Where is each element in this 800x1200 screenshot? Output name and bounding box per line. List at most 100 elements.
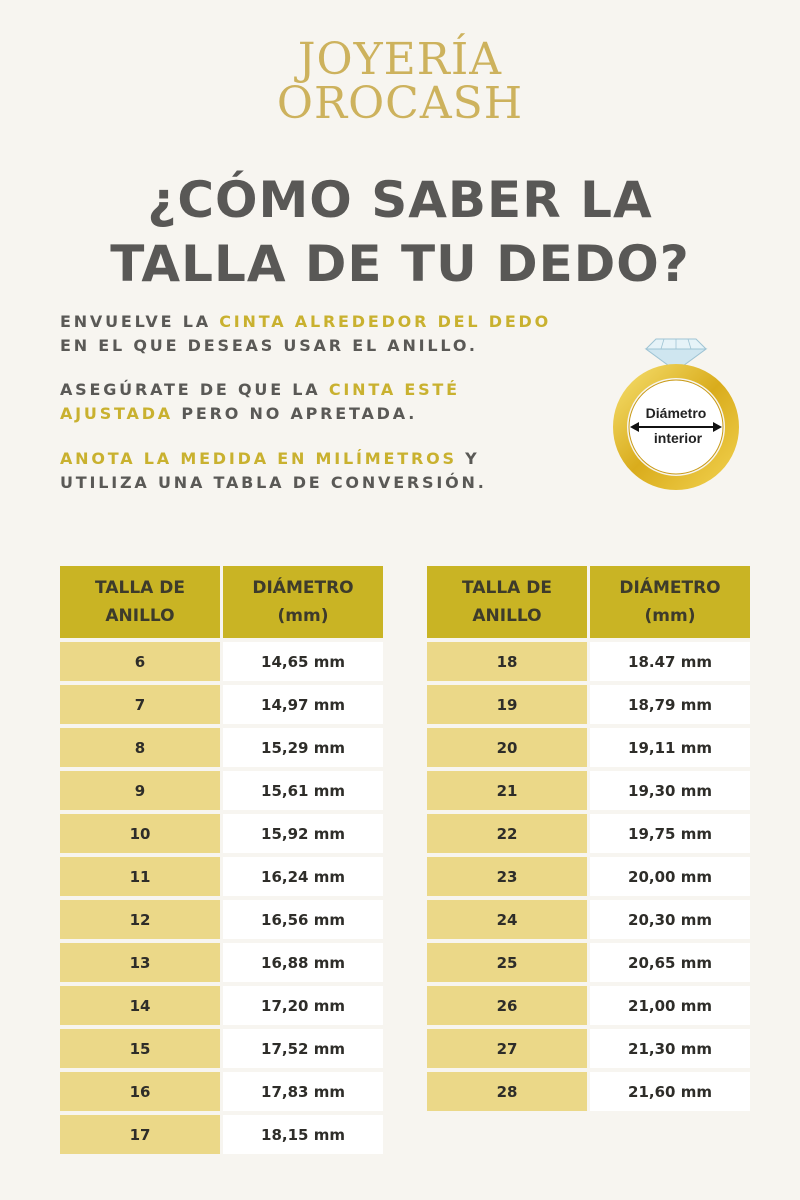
table-row: 7 14,97 mm [60, 681, 383, 724]
table-row: 15 17,52 mm [60, 1025, 383, 1068]
table-row: 11 16,24 mm [60, 853, 383, 896]
instruction-1-text: ENVUELVE LA [60, 312, 220, 331]
title-line-2: TALLA DE TU DEDO? [110, 235, 690, 293]
table-row: 25 20,65 mm [427, 939, 750, 982]
diameter-cell: 17,52 mm [223, 1025, 383, 1068]
table-row: 9 15,61 mm [60, 767, 383, 810]
table-row: 24 20,30 mm [427, 896, 750, 939]
diameter-cell: 20,00 mm [590, 853, 750, 896]
diameter-cell: 16,88 mm [223, 939, 383, 982]
ring-size-cell: 13 [60, 939, 223, 982]
instruction-2-highlight-2: AJUSTADA [60, 404, 173, 423]
table-header-row: TALLA DE ANILLO DIÁMETRO (mm) [427, 566, 750, 638]
diameter-cell: 19,30 mm [590, 767, 750, 810]
table-row: 27 21,30 mm [427, 1025, 750, 1068]
table-row: 6 14,65 mm [60, 638, 383, 681]
diameter-cell: 15,29 mm [223, 724, 383, 767]
ring-size-cell: 23 [427, 853, 590, 896]
ring-size-cell: 19 [427, 681, 590, 724]
instruction-1-text-2: EN EL QUE DESEAS USAR EL ANILLO. [60, 336, 478, 355]
table-row: 14 17,20 mm [60, 982, 383, 1025]
table-header-row: TALLA DE ANILLO DIÁMETRO (mm) [60, 566, 383, 638]
ring-size-cell: 8 [60, 724, 223, 767]
header-ring-size: TALLA DE ANILLO [427, 566, 590, 638]
diameter-cell: 16,24 mm [223, 853, 383, 896]
table-row: 16 17,83 mm [60, 1068, 383, 1111]
diameter-cell: 18,15 mm [223, 1111, 383, 1154]
diameter-cell: 18,79 mm [590, 681, 750, 724]
diameter-arrow-icon [630, 422, 722, 432]
instruction-tape-fit: ASEGÚRATE DE QUE LA CINTA ESTÉ AJUSTADA … [60, 378, 620, 426]
ring-size-cell: 27 [427, 1025, 590, 1068]
instruction-2-highlight: CINTA ESTÉ [328, 380, 460, 399]
logo-line-1: JOYERÍA [297, 34, 503, 85]
diameter-cell: 20,65 mm [590, 939, 750, 982]
table-row: 26 21,00 mm [427, 982, 750, 1025]
logo-line-2: OROCASH [276, 78, 524, 129]
table-row: 8 15,29 mm [60, 724, 383, 767]
table-row: 12 16,56 mm [60, 896, 383, 939]
instruction-measure: ANOTA LA MEDIDA EN MILÍMETROS Y UTILIZA … [60, 447, 620, 495]
ring-size-cell: 15 [60, 1025, 223, 1068]
ring-size-cell: 18 [427, 638, 590, 681]
table-row: 23 20,00 mm [427, 853, 750, 896]
ring-size-cell: 11 [60, 853, 223, 896]
header-ring-size: TALLA DE ANILLO [60, 566, 223, 638]
table-row: 28 21,60 mm [427, 1068, 750, 1111]
ring-size-cell: 22 [427, 810, 590, 853]
instruction-3-highlight: ANOTA LA MEDIDA EN MILÍMETROS [60, 449, 457, 468]
ring-size-cell: 20 [427, 724, 590, 767]
ring-size-cell: 24 [427, 896, 590, 939]
ring-size-cell: 17 [60, 1111, 223, 1154]
ring-size-cell: 14 [60, 982, 223, 1025]
diameter-cell: 15,92 mm [223, 810, 383, 853]
table-row: 17 18,15 mm [60, 1111, 383, 1154]
diameter-cell: 14,65 mm [223, 638, 383, 681]
instruction-1-highlight: CINTA ALREDEDOR DEL DEDO [219, 312, 552, 331]
diameter-cell: 21,30 mm [590, 1025, 750, 1068]
ring-size-cell: 10 [60, 810, 223, 853]
page-title: ¿CÓMO SABER LA TALLA DE TU DEDO? [0, 168, 800, 296]
ring-size-cell: 21 [427, 767, 590, 810]
instruction-2-text-2: PERO NO APRETADA. [172, 404, 418, 423]
diameter-cell: 14,97 mm [223, 681, 383, 724]
table-row: 18 18.47 mm [427, 638, 750, 681]
table-row: 22 19,75 mm [427, 810, 750, 853]
diameter-cell: 19,11 mm [590, 724, 750, 767]
ring-diagram: Diámetro interior [613, 338, 739, 490]
size-table-right: TALLA DE ANILLO DIÁMETRO (mm) 18 18.47 mm 19… [427, 566, 750, 1111]
instruction-3-text-2: UTILIZA UNA TABLA DE CONVERSIÓN. [60, 473, 487, 492]
instruction-wrap: ENVUELVE LA CINTA ALREDEDOR DEL DEDO EN … [60, 310, 620, 358]
instruction-2-text: ASEGÚRATE DE QUE LA [60, 380, 329, 399]
table-row: 19 18,79 mm [427, 681, 750, 724]
ring-size-cell: 26 [427, 982, 590, 1025]
diameter-cell: 16,56 mm [223, 896, 383, 939]
brand-logo: JOYERÍA OROCASH [0, 38, 800, 126]
header-diameter: DIÁMETRO (mm) [590, 566, 750, 638]
ring-size-cell: 16 [60, 1068, 223, 1111]
diameter-cell: 20,30 mm [590, 896, 750, 939]
ring-size-cell: 28 [427, 1068, 590, 1111]
ring-label-interior: interior [654, 430, 703, 446]
size-table-left: TALLA DE ANILLO DIÁMETRO (mm) 6 14,65 mm 7 14… [60, 566, 383, 1154]
table-row: 21 19,30 mm [427, 767, 750, 810]
ring-size-cell: 7 [60, 681, 223, 724]
table-row: 10 15,92 mm [60, 810, 383, 853]
ring-size-cell: 6 [60, 638, 223, 681]
header-diameter: DIÁMETRO (mm) [223, 566, 383, 638]
diameter-cell: 15,61 mm [223, 767, 383, 810]
diameter-cell: 21,60 mm [590, 1068, 750, 1111]
instruction-3-text: Y [456, 449, 480, 468]
title-line-1: ¿CÓMO SABER LA [147, 171, 653, 229]
ring-size-cell: 9 [60, 767, 223, 810]
diameter-cell: 17,20 mm [223, 982, 383, 1025]
diameter-cell: 18.47 mm [590, 638, 750, 681]
table-row: 20 19,11 mm [427, 724, 750, 767]
ring-size-cell: 12 [60, 896, 223, 939]
diameter-cell: 19,75 mm [590, 810, 750, 853]
diameter-cell: 17,83 mm [223, 1068, 383, 1111]
ring-label-diametro: Diámetro [646, 405, 707, 421]
table-row: 13 16,88 mm [60, 939, 383, 982]
ring-size-cell: 25 [427, 939, 590, 982]
diameter-cell: 21,00 mm [590, 982, 750, 1025]
